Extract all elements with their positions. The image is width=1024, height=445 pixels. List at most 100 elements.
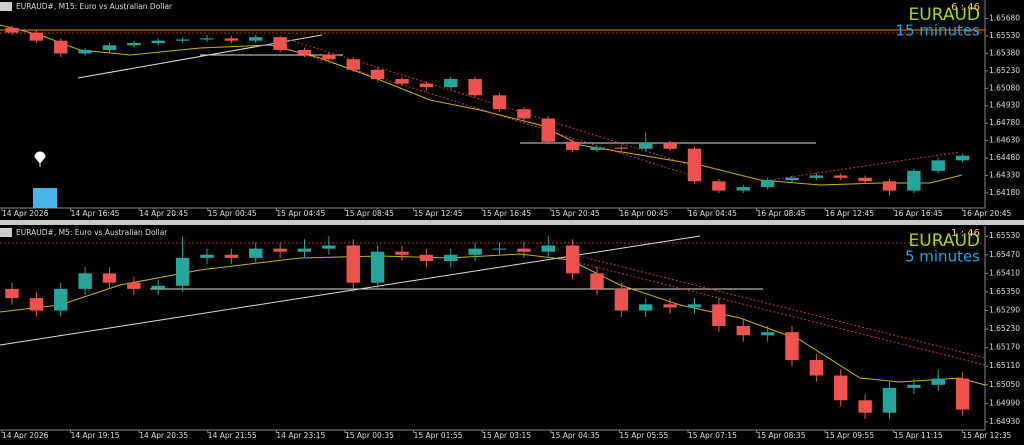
candle-body [200, 254, 214, 258]
drawings-bottom [0, 228, 986, 386]
candle-body [955, 155, 970, 161]
candle-body [760, 180, 775, 188]
price-label: 1.64990 [989, 398, 1020, 407]
candle-body [614, 288, 629, 311]
time-label: 15 Apr 00:35 [345, 431, 394, 440]
time-label: 14 Apr 23:15 [276, 431, 325, 440]
candle-body [517, 109, 531, 119]
candle-body [151, 285, 165, 289]
candle-body [809, 360, 824, 376]
price-label: 1.65470 [989, 250, 1020, 259]
candle-body [127, 282, 141, 289]
price-label: 1.65380 [989, 48, 1020, 57]
trend-line [0, 235, 701, 346]
price-label: 1.64780 [989, 118, 1020, 127]
moving-average [0, 24, 963, 186]
candle-body [5, 27, 19, 33]
candle-body [5, 288, 19, 299]
time-label: 16 Apr 20:45 [962, 209, 1011, 218]
time-label: 15 Apr 20:45 [551, 209, 600, 218]
candle-body [639, 304, 653, 311]
price-label: 1.65410 [989, 268, 1020, 277]
candle-body [346, 59, 360, 70]
candle-body [565, 245, 580, 274]
candle-body [565, 141, 580, 150]
time-label: 16 Apr 00:45 [619, 209, 668, 218]
candle-body [419, 83, 434, 88]
time-label: 14 Apr 20:45 [139, 209, 188, 218]
candle-body [127, 42, 141, 46]
candle-body [858, 177, 872, 182]
candle-body [492, 95, 507, 110]
candle-body [468, 79, 482, 96]
candle-body [834, 175, 848, 178]
price-label: 1.64930 [989, 101, 1020, 110]
candle-body [224, 254, 239, 258]
candle-body [175, 39, 190, 41]
price-label: 1.65230 [989, 324, 1020, 333]
symbol-overlay: EURAUD [909, 231, 980, 251]
candle-body [736, 325, 750, 336]
time-label: 15 Apr 04:45 [276, 209, 325, 218]
candle-body [907, 170, 921, 191]
time-label: 15 Apr 01:55 [414, 431, 463, 440]
time-label: 15 Apr 08:45 [345, 209, 394, 218]
time-label: 16 Apr 08:45 [757, 209, 806, 218]
time-label: 14 Apr 2026 [2, 209, 49, 218]
candle-body [712, 304, 726, 326]
candle-body [492, 248, 507, 250]
price-label: 1.65050 [989, 380, 1020, 389]
price-label: 1.65230 [989, 66, 1020, 75]
candle-body [541, 245, 555, 252]
candle-body [78, 49, 92, 54]
candle-body [54, 288, 68, 311]
candle-body [444, 254, 458, 261]
candle-body [273, 37, 287, 50]
candle-body [29, 32, 44, 41]
symbol-flag [0, 2, 12, 11]
price-label: 1.65290 [989, 306, 1020, 315]
candle-body [931, 160, 945, 171]
candle-body [29, 298, 44, 311]
candle-body [200, 38, 214, 40]
candle-timer: 1 : 46 [951, 228, 980, 239]
candle-body [395, 251, 409, 255]
candle-body [687, 304, 702, 308]
time-label: 14 Apr 19:15 [71, 431, 120, 440]
channel-line [289, 39, 701, 169]
candle-body [322, 245, 336, 249]
candle-body [517, 248, 531, 252]
candle-body [54, 40, 68, 54]
candle-timer: 6 : 46 [951, 2, 980, 13]
candle-body [249, 37, 263, 41]
charts: 1.65680 1.65530 1.65380 1.65230 1.65080 1.649… [1, 2, 1020, 440]
time-label: 15 Apr 09:55 [825, 431, 874, 440]
chart-title: EURAUD#, M5: Euro vs Australian Dollar [16, 228, 168, 237]
candle-body [78, 273, 92, 289]
candle-body [444, 79, 458, 88]
price-label: 1.65530 [989, 231, 1020, 240]
chart-title: EURAUD#, M15: Euro vs Australian Dollar [16, 2, 173, 11]
time-label: 14 Apr 21:55 [208, 431, 257, 440]
price-label: 1.64930 [989, 417, 1020, 426]
candle-body [882, 387, 897, 413]
price-label: 1.65080 [989, 83, 1020, 92]
candle-body [297, 49, 312, 55]
candle-body [614, 147, 629, 149]
symbol-flag [0, 228, 12, 237]
candle-body [249, 248, 263, 258]
candle-body [639, 142, 653, 149]
candle-body [370, 69, 385, 80]
candle-body [151, 40, 165, 43]
price-label: 1.64330 [989, 170, 1020, 179]
time-label: 15 Apr 12:45 [414, 209, 463, 218]
channel-line [574, 254, 986, 359]
candle-body [102, 45, 117, 50]
symbol-overlay: EURAUD [909, 5, 980, 25]
candle-body [712, 181, 726, 191]
drawings-top [0, 2, 985, 208]
candle-body [663, 142, 677, 149]
time-label: 15 Apr 08:35 [757, 431, 806, 440]
candle-body [687, 148, 702, 182]
